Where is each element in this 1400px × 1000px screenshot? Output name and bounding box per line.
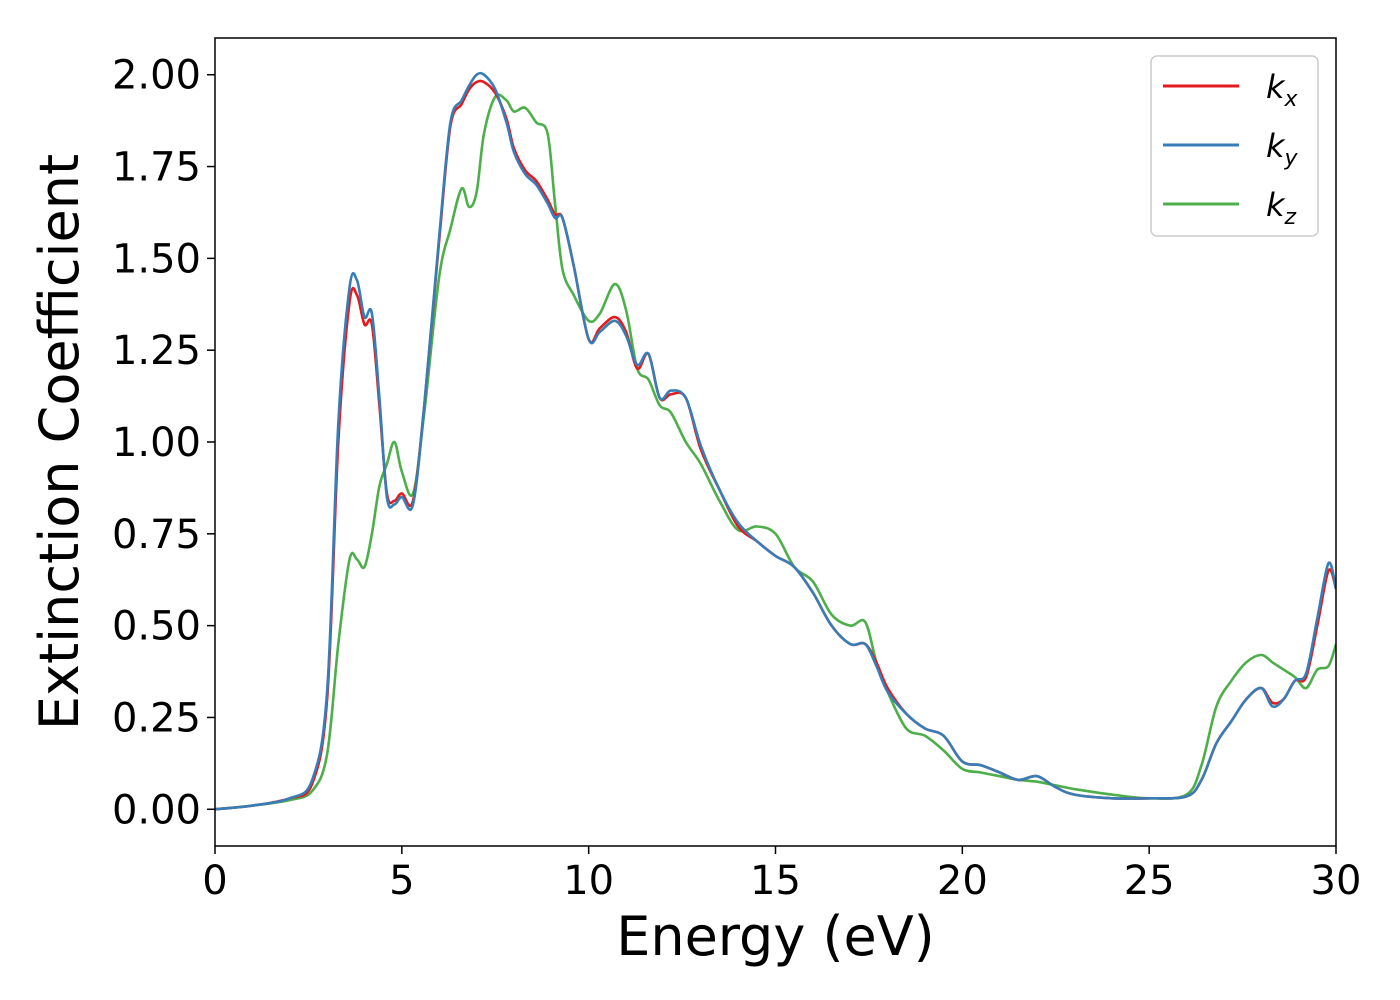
y-tick-label: 1.00 [112, 420, 201, 466]
legend-label-ky: ky [1266, 127, 1299, 171]
y-tick-label: 1.50 [112, 236, 201, 282]
y-tick-label: 0.75 [112, 512, 201, 558]
series-layer [215, 71, 1336, 811]
x-tick-label: 20 [937, 858, 988, 904]
legend-label-kx: kx [1266, 68, 1299, 112]
x-axis-label: Energy (eV) [616, 905, 935, 968]
x-axis: 0 5 10 15 20 25 30 [202, 846, 1361, 904]
x-tick-label: 10 [563, 858, 614, 904]
x-tick-label: 15 [750, 858, 801, 904]
y-tick-label: 1.25 [112, 328, 201, 374]
y-tick-label: 1.75 [112, 145, 201, 191]
x-tick-label: 5 [389, 858, 414, 904]
y-tick-label: 0.00 [112, 787, 201, 833]
series-line-ky [215, 71, 1336, 811]
y-tick-label: 0.50 [112, 604, 201, 650]
y-tick-label: 0.25 [112, 695, 201, 741]
x-tick-label: 25 [1124, 858, 1175, 904]
legend: kx ky kz [1150, 55, 1319, 237]
legend-label-kz: kz [1266, 186, 1297, 230]
y-tick-label: 2.00 [112, 53, 201, 99]
y-axis: 0.00 0.25 0.50 0.75 1.00 1.25 1.50 1.75 2.00 [112, 53, 215, 833]
x-tick-label: 0 [202, 858, 227, 904]
y-axis-label: Extinction Coefficient [28, 154, 91, 730]
x-tick-label: 30 [1311, 858, 1362, 904]
